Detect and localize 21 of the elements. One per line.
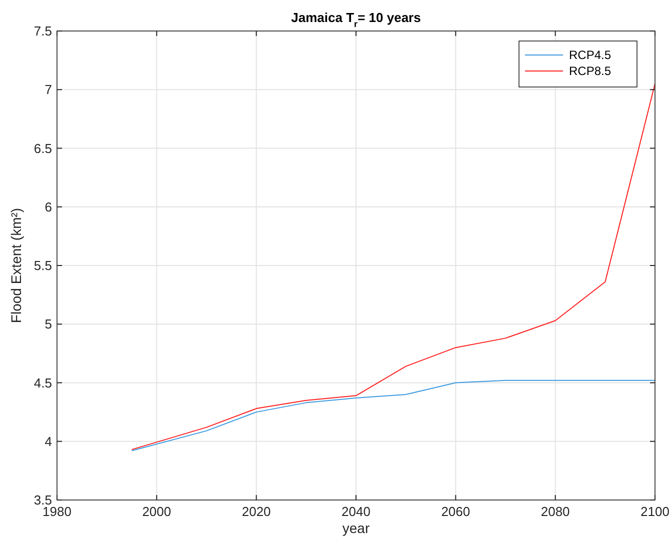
- x-tick-label: 2080: [540, 504, 570, 519]
- legend-label: RCP8.5: [569, 64, 612, 78]
- y-tick-label: 6: [44, 199, 52, 214]
- y-tick-label: 5.5: [34, 258, 52, 273]
- y-axis-title: Flood Extent (km²): [8, 208, 24, 324]
- x-tick-label: 2000: [142, 504, 172, 519]
- y-tick-label: 7.5: [34, 24, 52, 38]
- y-tick-label: 6.5: [34, 140, 52, 156]
- x-tick-label: 2060: [441, 504, 470, 519]
- y-tick-label: 7: [44, 82, 52, 98]
- y-tick-label: 5: [44, 316, 52, 332]
- x-tick-label: 2100: [640, 504, 670, 519]
- line-series: [131, 380, 656, 452]
- y-tick-label: 4.5: [34, 375, 52, 390]
- y-tick-label: 4: [44, 434, 52, 449]
- line-series: [131, 83, 656, 450]
- x-tick-label: 2040: [342, 504, 370, 519]
- x-axis-title: year: [342, 520, 370, 536]
- chart-title: Jamaica T$_{r}$= 10 years: [291, 10, 421, 29]
- x-tick-label: 2020: [242, 504, 271, 519]
- legend-label: RCP4.5: [569, 48, 612, 62]
